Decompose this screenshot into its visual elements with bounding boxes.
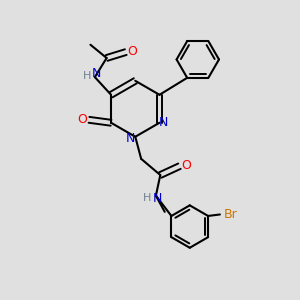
Text: H: H (83, 71, 92, 81)
Text: Br: Br (223, 208, 237, 221)
Text: H: H (143, 193, 151, 203)
Text: O: O (78, 113, 87, 126)
Text: O: O (127, 45, 137, 58)
Text: N: N (153, 192, 162, 205)
Text: N: N (126, 132, 136, 145)
Text: N: N (159, 116, 169, 129)
Text: O: O (181, 158, 191, 172)
Text: N: N (92, 67, 101, 80)
